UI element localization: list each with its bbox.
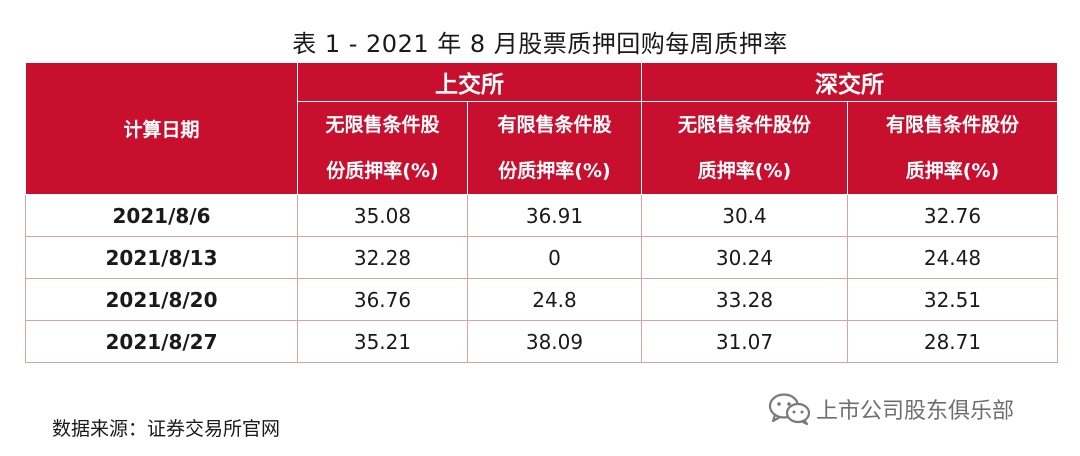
table-row: 2021/8/20 36.76 24.8 33.28 32.51 — [25, 278, 1058, 321]
header-szse-unrestricted: 无限售条件股份 质押率(%) — [641, 101, 848, 195]
wechat-icon — [768, 393, 811, 426]
cell-value: 32.76 — [847, 194, 1058, 237]
header-szse-restricted: 有限售条件股份 质押率(%) — [847, 101, 1058, 195]
cell-date: 2021/8/13 — [25, 236, 298, 279]
cell-value: 32.28 — [297, 236, 468, 279]
cell-value: 33.28 — [641, 278, 848, 321]
table-row: 2021/8/27 35.21 38.09 31.07 28.71 — [25, 320, 1058, 363]
header-group-szse: 深交所 — [641, 62, 1058, 102]
data-source-note: 数据来源：证券交易所官网 — [52, 418, 281, 440]
table-row: 2021/8/6 35.08 36.91 30.4 32.76 — [25, 194, 1058, 237]
cell-value: 36.76 — [297, 278, 468, 321]
cell-date: 2021/8/27 — [25, 320, 298, 363]
cell-value: 24.48 — [847, 236, 1058, 279]
cell-value: 24.8 — [467, 278, 642, 321]
table-title: 表 1 - 2021 年 8 月股票质押回购每周质押率 — [292, 30, 788, 58]
cell-date: 2021/8/20 — [25, 278, 298, 321]
cell-value: 0 — [467, 236, 642, 279]
cell-date: 2021/8/6 — [25, 194, 298, 237]
header-date: 计算日期 — [25, 62, 298, 195]
cell-value: 30.24 — [641, 236, 848, 279]
cell-value: 31.07 — [641, 320, 848, 363]
header-sse-restricted: 有限售条件股 份质押率(%) — [467, 101, 642, 195]
cell-value: 35.21 — [297, 320, 468, 363]
cell-value: 30.4 — [641, 194, 848, 237]
watermark: 上市公司股东俱乐部 — [768, 392, 1014, 426]
cell-value: 38.09 — [467, 320, 642, 363]
cell-value: 36.91 — [467, 194, 642, 237]
table-row: 2021/8/13 32.28 0 30.24 24.48 — [25, 236, 1058, 279]
cell-value: 35.08 — [297, 194, 468, 237]
cell-value: 32.51 — [847, 278, 1058, 321]
header-group-sse: 上交所 — [297, 62, 642, 102]
cell-value: 28.71 — [847, 320, 1058, 363]
header-sse-unrestricted: 无限售条件股 份质押率(%) — [297, 101, 468, 195]
pledge-rate-table: 计算日期 上交所 深交所 无限售条件股 份质押率(%) 有限售条件股 份质押率(%)… — [25, 62, 1058, 363]
watermark-text: 上市公司股东俱乐部 — [816, 399, 1015, 424]
